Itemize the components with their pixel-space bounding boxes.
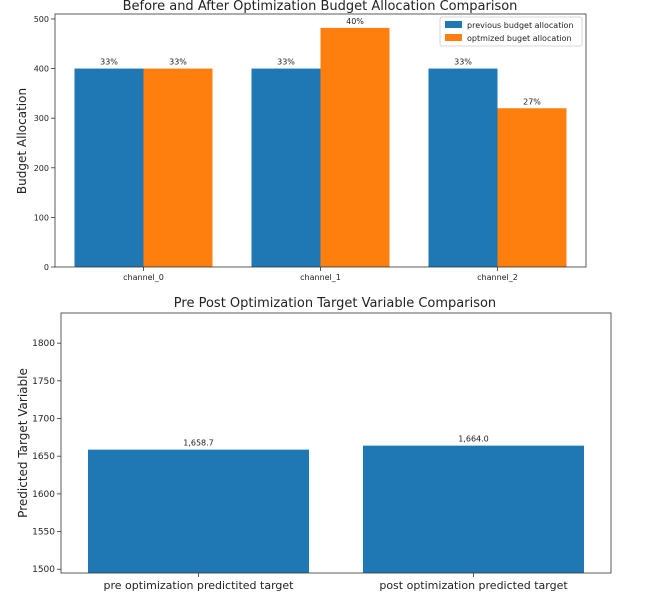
x-tick-label: pre optimization predictited target [104,579,295,592]
bar-data-label: 40% [346,17,364,26]
x-tick-label: channel_0 [123,273,164,282]
target-chart-ylabel: Predicted Target Variable [16,368,30,518]
bar-optimized-channel_0 [143,68,213,267]
target-chart: Pre Post Optimization Target Variable Co… [16,296,612,592]
budget-chart: Before and After Optimization Budget All… [15,0,587,282]
legend-label-previous: previous budget allocation [467,21,574,30]
bar-data-label: 33% [454,58,472,67]
bar-data-label: 33% [169,58,187,67]
target-chart-data-labels: 1,658.7 1,664.0 [183,435,489,448]
target-chart-y-ticks: 1500 1550 1600 1650 1700 1750 1800 [32,339,61,575]
bar-data-label: 1,658.7 [183,439,214,448]
x-tick-label: channel_2 [477,273,518,282]
bar-data-label: 33% [277,58,295,67]
y-tick-label: 200 [34,164,49,173]
y-tick-label: 100 [34,213,49,222]
target-chart-title: Pre Post Optimization Target Variable Co… [174,296,496,311]
bar-data-label: 33% [100,58,118,67]
y-tick-label: 400 [34,65,49,74]
bar-data-label: 27% [523,97,541,106]
y-tick-label: 1600 [32,490,55,500]
budget-chart-x-ticks: channel_0 channel_1 channel_2 [123,267,518,282]
bar-previous-channel_0 [74,68,144,267]
budget-chart-frame [54,13,587,268]
legend-label-optimized: optmized buget allocation [467,34,572,43]
budget-chart-y-ticks: 0 100 200 300 400 500 [34,15,55,272]
bar-data-label: 1,664.0 [458,435,489,444]
bar-optimized-channel_2 [497,108,567,267]
bar-previous-channel_1 [251,68,321,267]
x-tick-label: post optimization predicted target [379,579,568,592]
y-tick-label: 0 [44,263,49,272]
budget-chart-legend: previous budget allocation optmized buge… [439,16,583,47]
budget-chart-bars [74,27,567,267]
x-tick-label: channel_1 [300,273,341,282]
y-tick-label: 1700 [32,415,55,425]
y-tick-label: 1650 [32,452,55,462]
budget-chart-ylabel: Budget Allocation [15,88,29,194]
y-tick-label: 1750 [32,377,55,387]
bar-target-0 [88,449,309,573]
target-chart-x-ticks: pre optimization predictited target post … [104,573,568,592]
y-tick-label: 300 [34,114,49,123]
y-tick-label: 1500 [32,565,55,575]
legend-swatch-previous [445,21,462,28]
y-tick-label: 1800 [32,339,55,349]
y-tick-label: 500 [34,15,49,24]
legend-swatch-optimized [445,34,462,41]
target-chart-bars [88,445,584,573]
y-tick-label: 1550 [32,528,55,538]
bar-optimized-channel_1 [320,27,390,267]
bar-previous-channel_2 [428,68,498,267]
budget-chart-title: Before and After Optimization Budget All… [123,0,518,14]
bar-target-1 [363,445,584,573]
budget-chart-data-labels: 33% 33% 33% 40% 33% 27% [100,17,541,106]
legend-box [439,16,583,47]
target-chart-frame [60,312,612,574]
